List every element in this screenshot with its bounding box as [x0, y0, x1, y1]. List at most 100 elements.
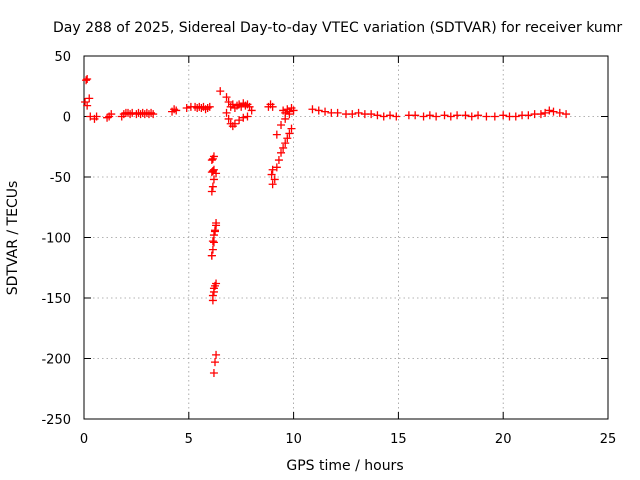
- data-point: [239, 113, 248, 122]
- data-point: [281, 114, 290, 123]
- data-point: [367, 110, 376, 119]
- chart-title: Day 288 of 2025, Sidereal Day-to-day VTE…: [53, 20, 622, 36]
- data-point: [283, 134, 292, 143]
- data-point: [267, 170, 276, 179]
- data-point: [272, 163, 281, 172]
- data-point: [541, 108, 550, 117]
- data-point: [235, 116, 244, 125]
- data-point: [230, 119, 239, 128]
- data-point: [281, 139, 290, 148]
- data-point: [499, 111, 508, 120]
- data-point: [270, 175, 279, 184]
- data-point: [209, 238, 218, 247]
- data-point: [392, 112, 401, 121]
- data-point: [211, 226, 219, 235]
- data-point: [314, 106, 323, 115]
- data-point: [149, 110, 158, 119]
- data-point: [354, 108, 363, 117]
- data-point: [224, 97, 233, 106]
- x-tick-label: 5: [185, 432, 193, 447]
- data-point: [419, 112, 428, 121]
- data-point: [107, 110, 116, 119]
- data-point: [207, 187, 216, 196]
- data-point: [474, 111, 483, 120]
- data-point: [268, 102, 277, 111]
- data-point: [321, 107, 330, 116]
- data-point: [411, 111, 420, 120]
- data-point: [432, 112, 441, 121]
- data-point: [285, 110, 294, 119]
- data-point: [209, 165, 218, 174]
- x-axis-label: GPS time / hours: [286, 458, 403, 474]
- data-point: [212, 350, 221, 359]
- data-point: [333, 108, 342, 117]
- data-point: [555, 108, 564, 117]
- data-point: [83, 74, 92, 83]
- data-point: [224, 114, 233, 123]
- data-point: [209, 152, 218, 161]
- data-point: [209, 231, 218, 240]
- data-point: [207, 251, 216, 260]
- data-point: [348, 110, 357, 119]
- x-tick-label: 25: [600, 432, 617, 447]
- data-point: [208, 166, 217, 175]
- y-tick-label: -50: [50, 171, 71, 186]
- data-point: [308, 105, 317, 114]
- data-point: [182, 104, 191, 113]
- data-point: [83, 101, 92, 110]
- data-point: [511, 112, 520, 121]
- data-point: [211, 358, 219, 367]
- data-point: [212, 279, 221, 288]
- data-point: [85, 94, 94, 103]
- y-tick-label: 0: [63, 111, 71, 126]
- y-tick-label: -200: [41, 353, 71, 368]
- data-point: [490, 112, 499, 121]
- data-point: [277, 148, 286, 157]
- data-points: [81, 74, 571, 378]
- data-point: [386, 111, 395, 120]
- data-point: [208, 245, 217, 254]
- x-tick-label: 20: [495, 432, 512, 447]
- data-point: [205, 102, 214, 111]
- x-tick-label: 10: [285, 432, 302, 447]
- data-point: [536, 110, 545, 119]
- data-point: [289, 106, 298, 115]
- y-axis-label: SDTVAR / TECUs: [5, 181, 21, 296]
- data-point: [212, 221, 221, 230]
- data-point: [272, 130, 281, 139]
- data-point: [562, 110, 571, 119]
- y-tick-label: -250: [41, 413, 71, 428]
- data-point: [446, 112, 455, 121]
- x-tick-label: 0: [80, 432, 88, 447]
- data-point: [208, 291, 217, 300]
- data-point: [172, 106, 181, 115]
- data-point: [279, 143, 288, 152]
- data-point: [92, 112, 101, 121]
- data-point: [545, 106, 554, 115]
- data-point: [285, 129, 294, 138]
- data-point: [208, 182, 217, 191]
- data-point: [453, 111, 462, 120]
- data-point: [373, 111, 382, 120]
- y-tick-labels: -250 -200 -150 -100 -50 0 50: [41, 50, 71, 428]
- data-point: [216, 87, 225, 96]
- y-tick-label: -150: [41, 292, 71, 307]
- data-point: [425, 111, 434, 120]
- data-point: [440, 111, 449, 120]
- data-point: [549, 107, 558, 116]
- data-point: [277, 120, 286, 129]
- y-tick-label: -100: [41, 232, 71, 247]
- data-point: [209, 284, 218, 293]
- data-point: [274, 156, 283, 165]
- data-point: [268, 180, 277, 189]
- data-point: [524, 111, 533, 120]
- data-point: [209, 175, 218, 184]
- x-tick-label: 15: [390, 432, 407, 447]
- axis-ticks: [83, 55, 609, 420]
- data-point: [268, 165, 277, 174]
- data-point: [208, 237, 217, 246]
- x-tick-labels: 0 5 10 15 20 25: [80, 432, 616, 447]
- data-point: [461, 111, 470, 120]
